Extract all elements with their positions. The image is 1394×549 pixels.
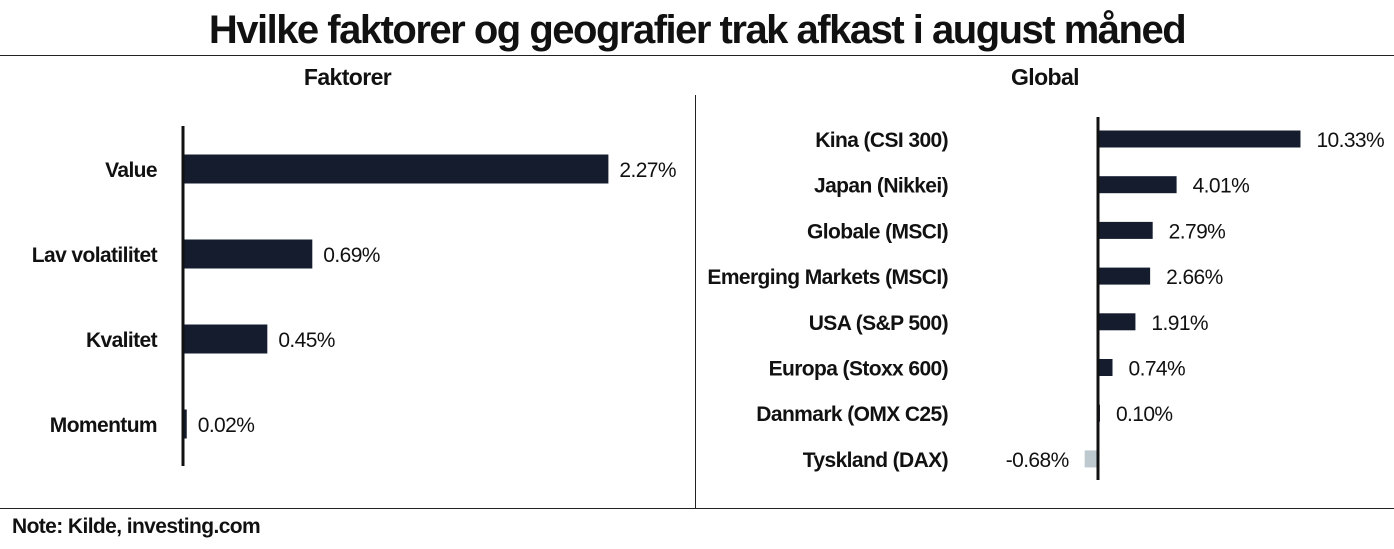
footer-divider (0, 508, 1394, 509)
category-label: Kina (CSI 300) (815, 129, 948, 152)
data-label: 0.69% (323, 244, 380, 267)
data-label: 0.10% (1116, 403, 1173, 426)
bar (183, 409, 187, 439)
bar (1098, 221, 1153, 239)
factors-bar-chart: Value 2.27% Lav volatilitet 0.69% Kvalitet 0.… (32, 126, 677, 466)
chart-title: Hvilke faktorer og geografier trak afkas… (208, 8, 1187, 52)
global-bar-chart: Kina (CSI 300) 10.33% Japan (Nikkei) 4.01% G… (707, 117, 1385, 480)
panel-divider (695, 95, 696, 508)
category-label: Lav volatilitet (32, 244, 158, 267)
category-label: Europa (Stoxx 600) (769, 358, 948, 381)
bar (183, 154, 609, 184)
category-label: Danmark (OMX C25) (756, 403, 948, 426)
data-label: -0.68% (1006, 449, 1069, 472)
bar (1098, 130, 1301, 148)
data-label: 10.33% (1316, 129, 1384, 152)
bar (183, 324, 268, 354)
data-label: 0.74% (1129, 358, 1186, 381)
category-label: Tyskland (DAX) (803, 449, 948, 472)
category-label: Kvalitet (86, 329, 158, 352)
category-label: Value (105, 159, 157, 182)
category-label: Globale (MSCI) (807, 220, 948, 243)
data-label: 0.02% (198, 414, 255, 437)
data-label: 0.45% (278, 329, 335, 352)
category-label: Emerging Markets (MSCI) (707, 266, 948, 289)
global-chart-title: Global (1011, 64, 1080, 90)
factors-chart-title: Faktorer (303, 64, 392, 90)
source-note: Note: Kilde, investing.com (12, 515, 261, 538)
data-label: 2.27% (619, 159, 676, 182)
bar (1098, 359, 1113, 376)
data-label: 2.79% (1169, 220, 1226, 243)
data-label: 2.66% (1166, 266, 1223, 289)
category-label: Momentum (50, 414, 157, 437)
title-divider (0, 55, 1394, 56)
bar (183, 239, 313, 269)
data-label: 1.91% (1151, 312, 1208, 335)
bar (1098, 176, 1177, 194)
category-label: USA (S&P 500) (809, 312, 948, 335)
category-label: Japan (Nikkei) (814, 175, 948, 198)
bar (1098, 313, 1136, 331)
data-label: 4.01% (1193, 175, 1250, 198)
bar (1098, 267, 1151, 285)
bar (1084, 450, 1098, 468)
